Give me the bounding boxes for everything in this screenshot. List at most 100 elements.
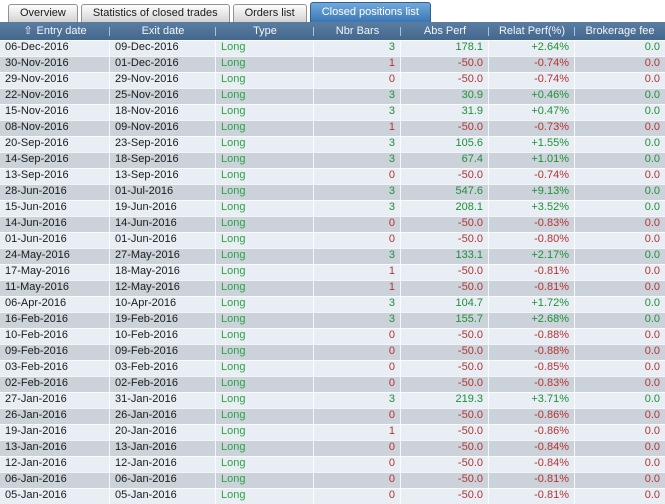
cell-exit-date: 10-Apr-2016: [110, 296, 216, 312]
cell-exit-date: 01-Jun-2016: [110, 232, 216, 248]
cell-relat-perf: +3.71%: [489, 392, 575, 408]
table-row[interactable]: 20-Sep-2016 23-Sep-2016 Long 3 105.6 +1.55% 0.…: [0, 136, 665, 152]
cell-type: Long: [216, 120, 314, 136]
table-row[interactable]: 22-Nov-2016 25-Nov-2016 Long 3 30.9 +0.46% 0.0: [0, 88, 665, 104]
cell-type: Long: [216, 184, 314, 200]
cell-entry-date: 14-Sep-2016: [0, 152, 110, 168]
cell-exit-date: 01-Jul-2016: [110, 184, 216, 200]
cell-nbr-bars: 0: [314, 440, 401, 456]
column-header-label: Type: [253, 25, 277, 37]
cell-entry-date: 19-Jan-2016: [0, 424, 110, 440]
tab-overview[interactable]: Overview: [8, 4, 78, 22]
cell-nbr-bars: 3: [314, 184, 401, 200]
table-row[interactable]: 02-Feb-2016 02-Feb-2016 Long 0 -50.0 -0.83% 0.…: [0, 376, 665, 392]
cell-nbr-bars: 3: [314, 152, 401, 168]
cell-type: Long: [216, 200, 314, 216]
table-row[interactable]: 29-Nov-2016 29-Nov-2016 Long 0 -50.0 -0.74% 0.…: [0, 72, 665, 88]
table-row[interactable]: 30-Nov-2016 01-Dec-2016 Long 1 -50.0 -0.74% 0.…: [0, 56, 665, 72]
cell-abs-perf: -50.0: [401, 280, 489, 296]
table-row[interactable]: 13-Sep-2016 13-Sep-2016 Long 0 -50.0 -0.74% 0.…: [0, 168, 665, 184]
cell-abs-perf: -50.0: [401, 120, 489, 136]
cell-brokerage-fee: 0.0: [644, 489, 660, 501]
table-row[interactable]: 10-Feb-2016 10-Feb-2016 Long 0 -50.0 -0.88% 0.…: [0, 328, 665, 344]
table-row[interactable]: 15-Jun-2016 19-Jun-2016 Long 3 208.1 +3.52% 0.…: [0, 200, 665, 216]
table-row[interactable]: 19-Jan-2016 20-Jan-2016 Long 1 -50.0 -0.86% 0.…: [0, 424, 665, 440]
cell-abs-perf: -50.0: [401, 472, 489, 488]
table-row[interactable]: 28-Jun-2016 01-Jul-2016 Long 3 547.6 +9.13% 0.…: [0, 184, 665, 200]
table-row[interactable]: 01-Jun-2016 01-Jun-2016 Long 0 -50.0 -0.80% 0.…: [0, 232, 665, 248]
tab-statistics-of-closed-trades[interactable]: Statistics of closed trades: [80, 4, 230, 22]
column-header-label: Entry date: [36, 25, 87, 37]
table-row[interactable]: 08-Nov-2016 09-Nov-2016 Long 1 -50.0 -0.73% 0.…: [0, 120, 665, 136]
table-row[interactable]: 17-May-2016 18-May-2016 Long 1 -50.0 -0.81% 0.…: [0, 264, 665, 280]
cell-relat-perf: -0.74%: [489, 72, 575, 88]
tab-closed-positions-list[interactable]: Closed positions list: [309, 2, 431, 22]
column-header-brokerage-fee[interactable]: Brokerage fee: [575, 22, 665, 40]
table-row[interactable]: 24-May-2016 27-May-2016 Long 3 133.1 +2.17% 0.…: [0, 248, 665, 264]
column-header-abs-perf[interactable]: Abs Perf: [401, 22, 489, 40]
table-row[interactable]: 11-May-2016 12-May-2016 Long 1 -50.0 -0.81% 0.…: [0, 280, 665, 296]
cell-abs-perf: -50.0: [401, 408, 489, 424]
cell-type: Long: [216, 360, 314, 376]
column-header-type[interactable]: Type: [216, 22, 314, 40]
table-row[interactable]: 09-Feb-2016 09-Feb-2016 Long 0 -50.0 -0.88% 0.…: [0, 344, 665, 360]
cell-entry-date: 10-Feb-2016: [0, 328, 110, 344]
table-row[interactable]: 14-Jun-2016 14-Jun-2016 Long 0 -50.0 -0.83% 0.…: [0, 216, 665, 232]
cell-nbr-bars: 0: [314, 360, 401, 376]
cell-nbr-bars: 0: [314, 328, 401, 344]
cell-nbr-bars: 0: [314, 216, 401, 232]
cell-relat-perf: -0.81%: [489, 472, 575, 488]
column-header-entry-date[interactable]: ⇧ Entry date: [0, 22, 110, 40]
table-row[interactable]: 27-Jan-2016 31-Jan-2016 Long 3 219.3 +3.71% 0.…: [0, 392, 665, 408]
cell-abs-perf: -50.0: [401, 360, 489, 376]
cell-relat-perf: -0.83%: [489, 216, 575, 232]
cell-nbr-bars: 3: [314, 104, 401, 120]
table-row[interactable]: 14-Sep-2016 18-Sep-2016 Long 3 67.4 +1.01% 0.0: [0, 152, 665, 168]
cell-abs-perf: -50.0: [401, 440, 489, 456]
column-header-nbr-bars[interactable]: Nbr Bars: [314, 22, 401, 40]
cell-nbr-bars: 1: [314, 264, 401, 280]
tab-orders-list[interactable]: Orders list: [232, 4, 307, 22]
table-column-header: ⇧ Entry date Exit date Type Nbr Bars Abs …: [0, 22, 665, 40]
table-row[interactable]: 12-Jan-2016 12-Jan-2016 Long 0 -50.0 -0.84% 0.…: [0, 456, 665, 472]
cell-type: Long: [216, 232, 314, 248]
cell-abs-perf: 547.6: [401, 184, 489, 200]
column-header-exit-date[interactable]: Exit date: [110, 22, 216, 40]
table-row[interactable]: 06-Dec-2016 09-Dec-2016 Long 3 178.1 +2.64% 0.…: [0, 40, 665, 56]
cell-entry-date: 28-Jun-2016: [0, 184, 110, 200]
cell-relat-perf: -0.81%: [489, 488, 575, 504]
cell-exit-date: 27-May-2016: [110, 248, 216, 264]
cell-relat-perf: -0.84%: [489, 456, 575, 472]
column-header-label: Abs Perf: [423, 25, 467, 37]
table-row[interactable]: 15-Nov-2016 18-Nov-2016 Long 3 31.9 +0.47% 0.0: [0, 104, 665, 120]
cell-exit-date: 13-Sep-2016: [110, 168, 216, 184]
cell-nbr-bars: 1: [314, 280, 401, 296]
table-row[interactable]: 03-Feb-2016 03-Feb-2016 Long 0 -50.0 -0.85% 0.…: [0, 360, 665, 376]
table-row[interactable]: 16-Feb-2016 19-Feb-2016 Long 3 155.7 +2.68% 0.…: [0, 312, 665, 328]
table-row[interactable]: 05-Jan-2016 05-Jan-2016 Long 0 -50.0 -0.81% 0.…: [0, 488, 665, 504]
cell-relat-perf: +3.52%: [489, 200, 575, 216]
cell-abs-perf: 67.4: [401, 152, 489, 168]
cell-abs-perf: 133.1: [401, 248, 489, 264]
table-row[interactable]: 06-Apr-2016 10-Apr-2016 Long 3 104.7 +1.72% 0.…: [0, 296, 665, 312]
cell-exit-date: 14-Jun-2016: [110, 216, 216, 232]
cell-abs-perf: -50.0: [401, 264, 489, 280]
cell-brokerage-fee: 0.0: [644, 473, 660, 485]
cell-exit-date: 09-Feb-2016: [110, 344, 216, 360]
cell-exit-date: 18-Sep-2016: [110, 152, 216, 168]
cell-exit-date: 09-Nov-2016: [110, 120, 216, 136]
column-header-label: Relat Perf(%): [498, 25, 566, 37]
cell-exit-date: 26-Jan-2016: [110, 408, 216, 424]
cell-relat-perf: -0.80%: [489, 232, 575, 248]
cell-abs-perf: 104.7: [401, 296, 489, 312]
cell-exit-date: 25-Nov-2016: [110, 88, 216, 104]
cell-brokerage-fee: 0.0: [644, 345, 660, 357]
table-row[interactable]: 06-Jan-2016 06-Jan-2016 Long 0 -50.0 -0.81% 0.…: [0, 472, 665, 488]
table-row[interactable]: 13-Jan-2016 13-Jan-2016 Long 0 -50.0 -0.84% 0.…: [0, 440, 665, 456]
cell-exit-date: 18-Nov-2016: [110, 104, 216, 120]
cell-relat-perf: +2.17%: [489, 248, 575, 264]
cell-type: Long: [216, 216, 314, 232]
column-header-relat-perf[interactable]: Relat Perf(%): [489, 22, 575, 40]
table-row[interactable]: 26-Jan-2016 26-Jan-2016 Long 0 -50.0 -0.86% 0.…: [0, 408, 665, 424]
